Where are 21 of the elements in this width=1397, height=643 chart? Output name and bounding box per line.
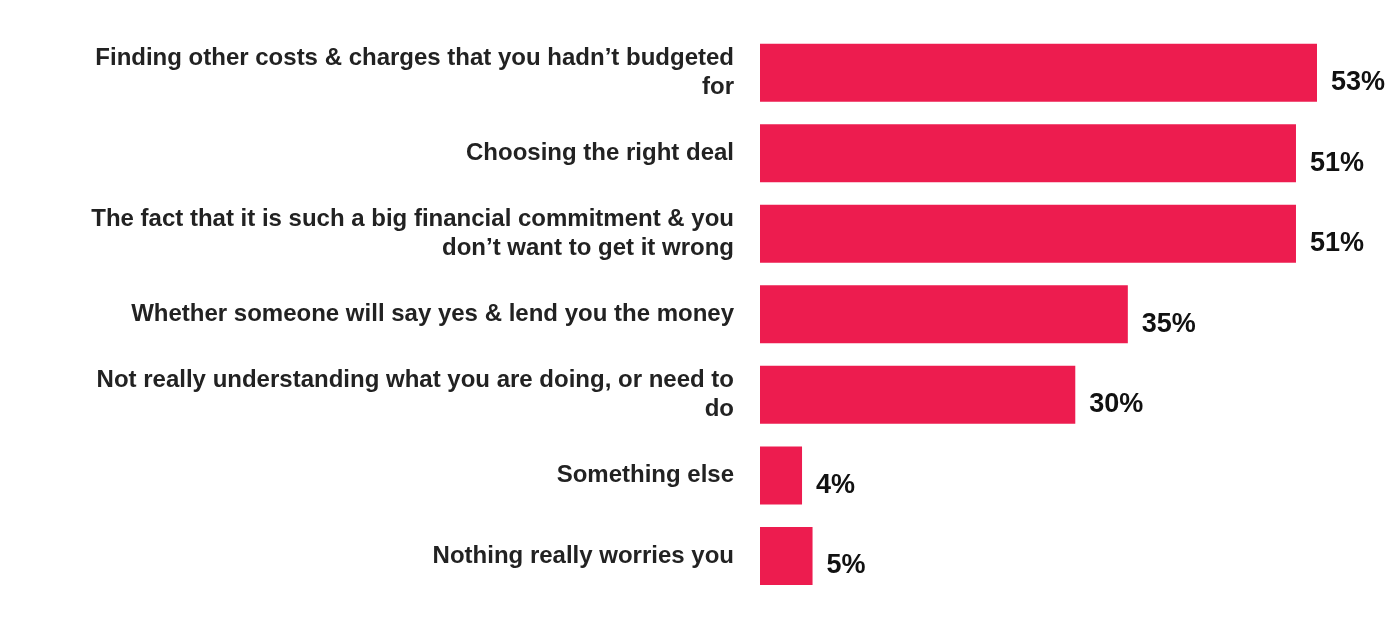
bar bbox=[760, 204, 1296, 263]
y-tick-label: Something else bbox=[556, 460, 734, 488]
data-label: 53% bbox=[1331, 66, 1386, 97]
data-label: 51% bbox=[1309, 146, 1365, 177]
bar bbox=[760, 43, 1317, 102]
data-label: 30% bbox=[1089, 388, 1144, 419]
data-label: 35% bbox=[1141, 307, 1196, 338]
bar bbox=[760, 526, 813, 585]
bar bbox=[760, 365, 1076, 424]
data-label: 51% bbox=[1309, 227, 1365, 258]
y-tick-label: Not really understanding what you are doing, or need to do bbox=[96, 365, 734, 421]
data-label: 4% bbox=[816, 468, 856, 499]
bar bbox=[760, 124, 1296, 183]
bar bbox=[760, 285, 1128, 344]
y-tick-label: Nothing really worries you bbox=[432, 540, 734, 568]
y-tick-label: Choosing the right deal bbox=[466, 137, 734, 165]
bar bbox=[760, 446, 803, 505]
y-tick-label: The fact that it is such a big financial commitment & you don’t want to get it wrong bbox=[91, 203, 734, 260]
data-label: 5% bbox=[826, 549, 866, 580]
y-tick-label: Whether someone will say yes & lend you the money bbox=[131, 298, 735, 326]
y-tick-label: Finding other costs & charges that you hadn’t budgeted for bbox=[95, 42, 734, 99]
